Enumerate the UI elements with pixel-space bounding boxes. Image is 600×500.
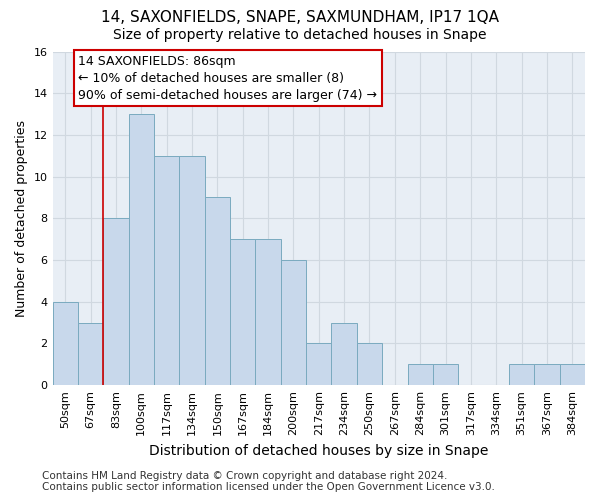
Text: 14 SAXONFIELDS: 86sqm
← 10% of detached houses are smaller (8)
90% of semi-detac: 14 SAXONFIELDS: 86sqm ← 10% of detached … [79,54,377,102]
Bar [331,322,357,385]
Bar [256,239,281,385]
Bar [205,198,230,385]
Bar [560,364,585,385]
Bar [407,364,433,385]
Text: Contains HM Land Registry data © Crown copyright and database right 2024.
Contai: Contains HM Land Registry data © Crown c… [42,471,495,492]
Y-axis label: Number of detached properties: Number of detached properties [15,120,28,317]
Text: Size of property relative to detached houses in Snape: Size of property relative to detached ho… [113,28,487,42]
X-axis label: Distribution of detached houses by size in Snape: Distribution of detached houses by size … [149,444,488,458]
Bar [128,114,154,385]
Bar [433,364,458,385]
Bar [509,364,534,385]
Bar [357,344,382,385]
Bar [78,322,103,385]
Bar [230,239,256,385]
Bar [306,344,331,385]
Bar [281,260,306,385]
Bar [53,302,78,385]
Bar [179,156,205,385]
Bar [103,218,128,385]
Bar [154,156,179,385]
Text: 14, SAXONFIELDS, SNAPE, SAXMUNDHAM, IP17 1QA: 14, SAXONFIELDS, SNAPE, SAXMUNDHAM, IP17… [101,10,499,25]
Bar [534,364,560,385]
